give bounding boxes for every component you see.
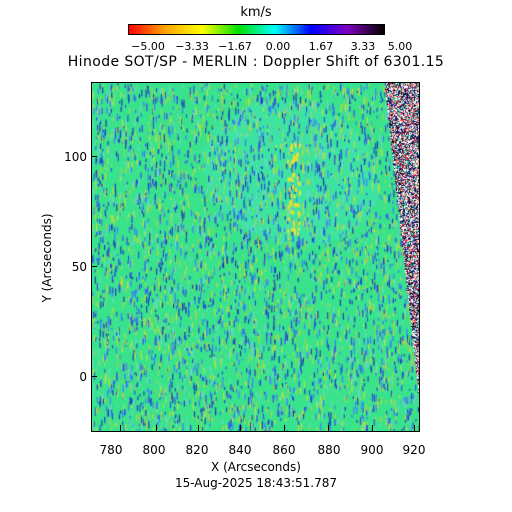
- x-tick-mark: [372, 425, 373, 431]
- x-tick-label: 880: [317, 443, 341, 457]
- x-tick-mark: [198, 425, 199, 431]
- x-tick-label: 840: [228, 443, 252, 457]
- y-tick-mark: [91, 266, 97, 267]
- colorbar-tick-label: 1.67: [308, 40, 334, 53]
- x-tick-label: 780: [99, 443, 123, 457]
- colorbar-tick-label: −1.67: [218, 40, 252, 53]
- x-axis-label: X (Arcseconds): [211, 460, 301, 474]
- doppler-image: [92, 83, 419, 431]
- y-axis-label: Y (Arcseconds): [40, 213, 54, 303]
- colorbar-tick-label: 3.33: [350, 40, 376, 53]
- x-tick-mark: [120, 425, 121, 431]
- colorbar: [128, 24, 385, 35]
- y-tick-mark: [91, 156, 97, 157]
- colorbar-tick-label: 0.00: [265, 40, 291, 53]
- x-tick-mark: [240, 425, 241, 431]
- x-tick-mark: [328, 425, 329, 431]
- x-tick-label: 820: [185, 443, 209, 457]
- x-tick-label: 860: [272, 443, 296, 457]
- colorbar-tick-label: 5.00: [387, 40, 413, 53]
- plot-title: Hinode SOT/SP - MERLIN : Doppler Shift o…: [67, 54, 445, 70]
- colorbar-units: km/s: [240, 5, 272, 20]
- x-tick-label: 900: [360, 443, 384, 457]
- y-tick-mark: [91, 376, 97, 377]
- x-tick-mark: [284, 425, 285, 431]
- x-tick-mark: [156, 425, 157, 431]
- doppler-map: [91, 82, 420, 432]
- colorbar-tick-label: −3.33: [175, 40, 209, 53]
- y-tick-label: 50: [71, 260, 87, 274]
- x-tick-label: 800: [142, 443, 166, 457]
- x-tick-mark: [414, 425, 415, 431]
- colorbar-tick-labels: −5.00 −3.33 −1.67 0.00 1.67 3.33 5.00: [110, 40, 413, 53]
- y-tick-label: 0: [79, 370, 87, 384]
- timestamp: 15-Aug-2025 18:43:51.787: [174, 476, 338, 490]
- y-tick-label: 100: [64, 150, 87, 164]
- x-tick-label: 920: [402, 443, 426, 457]
- colorbar-tick-label: −5.00: [131, 40, 165, 53]
